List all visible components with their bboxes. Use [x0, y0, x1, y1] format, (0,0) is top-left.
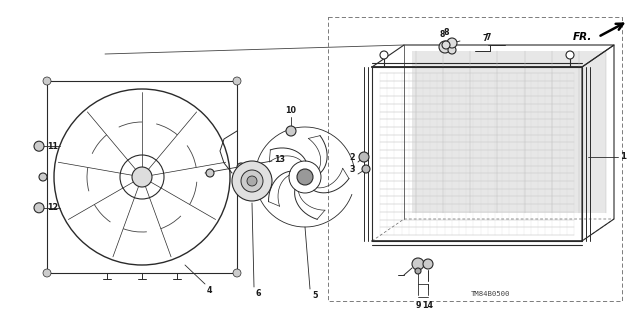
Circle shape	[34, 141, 44, 151]
Circle shape	[412, 258, 424, 270]
Circle shape	[43, 269, 51, 277]
Text: 10: 10	[285, 106, 296, 115]
Polygon shape	[412, 51, 606, 213]
Circle shape	[34, 203, 44, 213]
Text: 6: 6	[256, 289, 262, 298]
Text: 4: 4	[207, 286, 212, 295]
Circle shape	[39, 173, 47, 181]
Circle shape	[132, 167, 152, 187]
Circle shape	[247, 176, 257, 186]
Circle shape	[286, 126, 296, 136]
Circle shape	[442, 41, 450, 49]
Text: TM84B0500: TM84B0500	[470, 291, 509, 297]
Text: 9: 9	[415, 301, 420, 310]
Text: 7: 7	[483, 34, 488, 43]
Circle shape	[448, 46, 456, 54]
Circle shape	[423, 259, 433, 269]
Circle shape	[380, 51, 388, 59]
Circle shape	[415, 268, 421, 274]
Text: 14: 14	[422, 301, 433, 310]
Text: 11: 11	[47, 142, 58, 151]
Text: 7: 7	[485, 33, 491, 42]
Circle shape	[233, 269, 241, 277]
Circle shape	[237, 163, 245, 171]
Circle shape	[439, 41, 451, 53]
Circle shape	[447, 38, 457, 48]
Text: 12: 12	[47, 203, 58, 212]
Circle shape	[359, 152, 369, 162]
Text: 3: 3	[349, 165, 355, 174]
Text: FR.: FR.	[573, 32, 592, 42]
Circle shape	[43, 77, 51, 85]
Text: 1: 1	[620, 152, 626, 161]
Circle shape	[206, 169, 214, 177]
Text: 8: 8	[443, 28, 449, 37]
Text: 2: 2	[349, 153, 355, 162]
Circle shape	[233, 77, 241, 85]
Text: 8: 8	[440, 30, 445, 39]
Circle shape	[297, 169, 313, 185]
Circle shape	[232, 161, 272, 201]
Circle shape	[241, 170, 263, 192]
Text: 5: 5	[312, 291, 317, 300]
Circle shape	[566, 51, 574, 59]
Text: 13: 13	[274, 155, 285, 165]
Circle shape	[362, 165, 370, 173]
